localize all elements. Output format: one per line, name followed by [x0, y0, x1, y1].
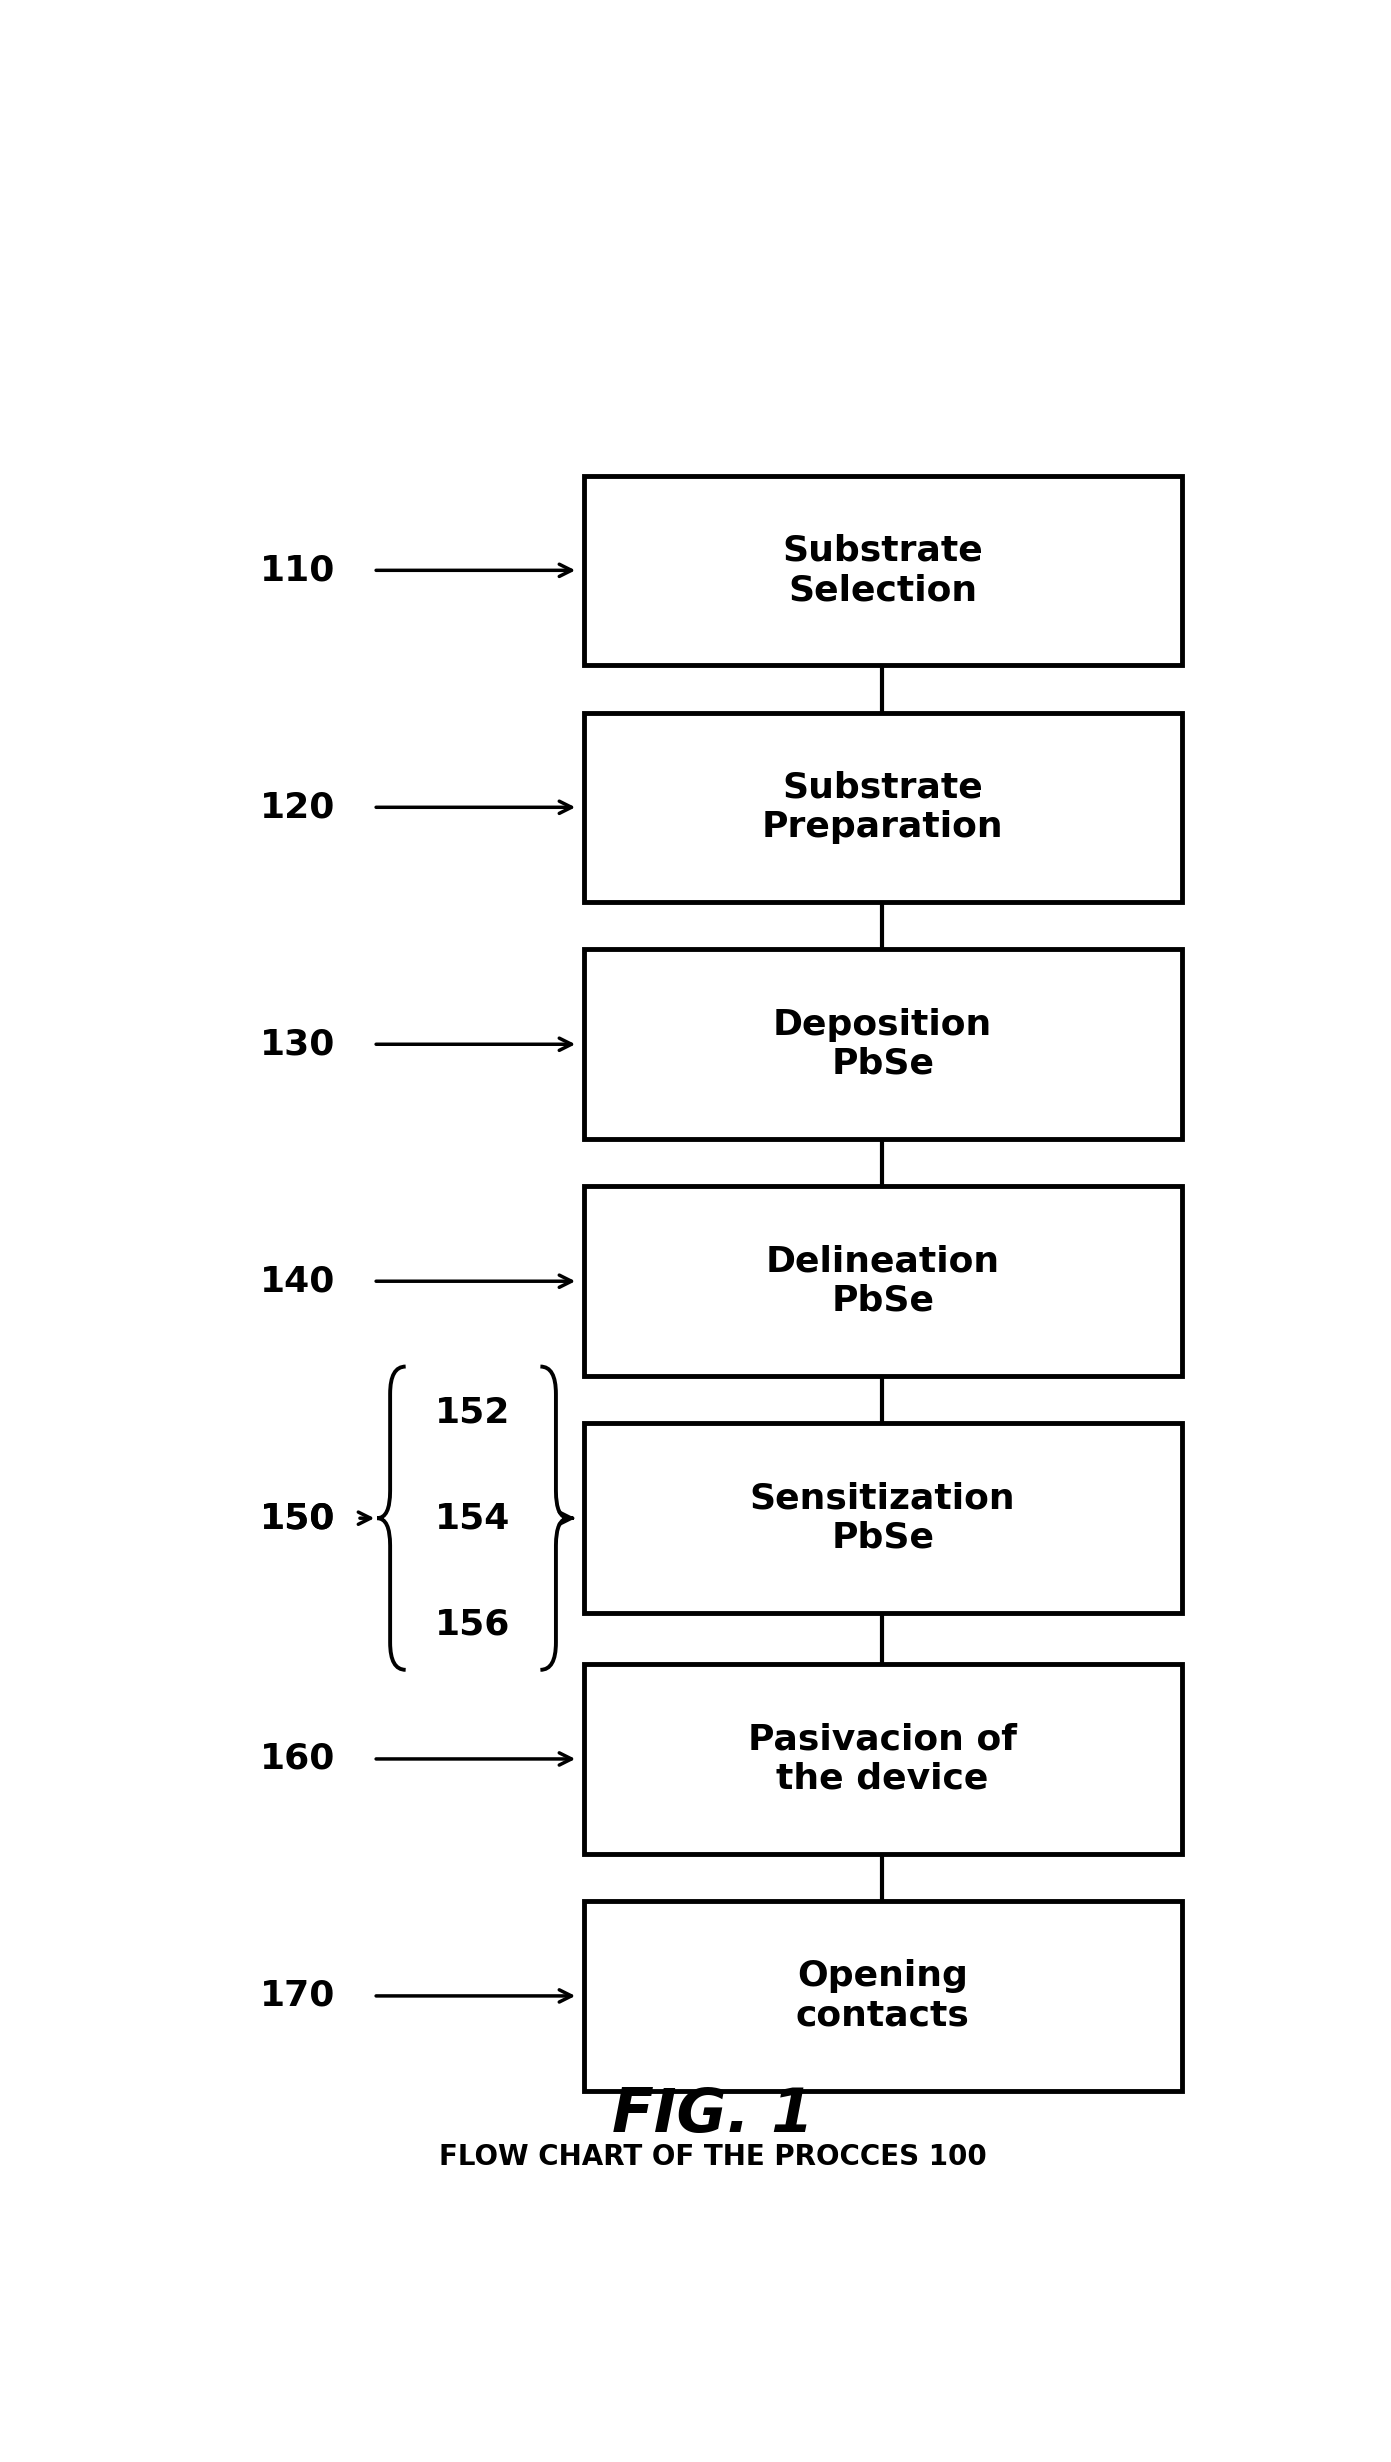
Text: 150: 150 [260, 1502, 335, 1536]
Text: 120: 120 [260, 790, 335, 825]
Bar [584, 1664, 1182, 1854]
Text: Deposition
PbSe: Deposition PbSe [773, 1007, 992, 1081]
Bar [584, 1423, 1182, 1613]
Text: 156: 156 [435, 1608, 510, 1642]
Text: FLOW CHART OF THE PROCCES 100: FLOW CHART OF THE PROCCES 100 [440, 2142, 986, 2171]
Bar [584, 712, 1182, 901]
Text: 160: 160 [260, 1743, 335, 1775]
Text: 110: 110 [260, 554, 335, 588]
Text: 140: 140 [260, 1263, 335, 1297]
Text: Opening
contacts: Opening contacts [796, 1960, 970, 2034]
Bar [584, 950, 1182, 1140]
Text: Substrate
Selection: Substrate Selection [782, 534, 983, 608]
Text: Sensitization
PbSe: Sensitization PbSe [750, 1482, 1015, 1556]
Bar [584, 1187, 1182, 1376]
Text: 170: 170 [260, 1979, 335, 2014]
Bar [584, 1901, 1182, 2090]
Text: FIG. 1: FIG. 1 [612, 2085, 814, 2144]
Text: 130: 130 [260, 1027, 335, 1061]
Text: Substrate
Preparation: Substrate Preparation [762, 771, 1003, 844]
Text: 150: 150 [260, 1502, 335, 1536]
Text: Pasivacion of
the device: Pasivacion of the device [748, 1723, 1017, 1795]
Text: Delineation
PbSe: Delineation PbSe [765, 1243, 1000, 1317]
Bar [584, 475, 1182, 665]
Text: 154: 154 [435, 1502, 510, 1536]
Text: 152: 152 [435, 1396, 510, 1428]
